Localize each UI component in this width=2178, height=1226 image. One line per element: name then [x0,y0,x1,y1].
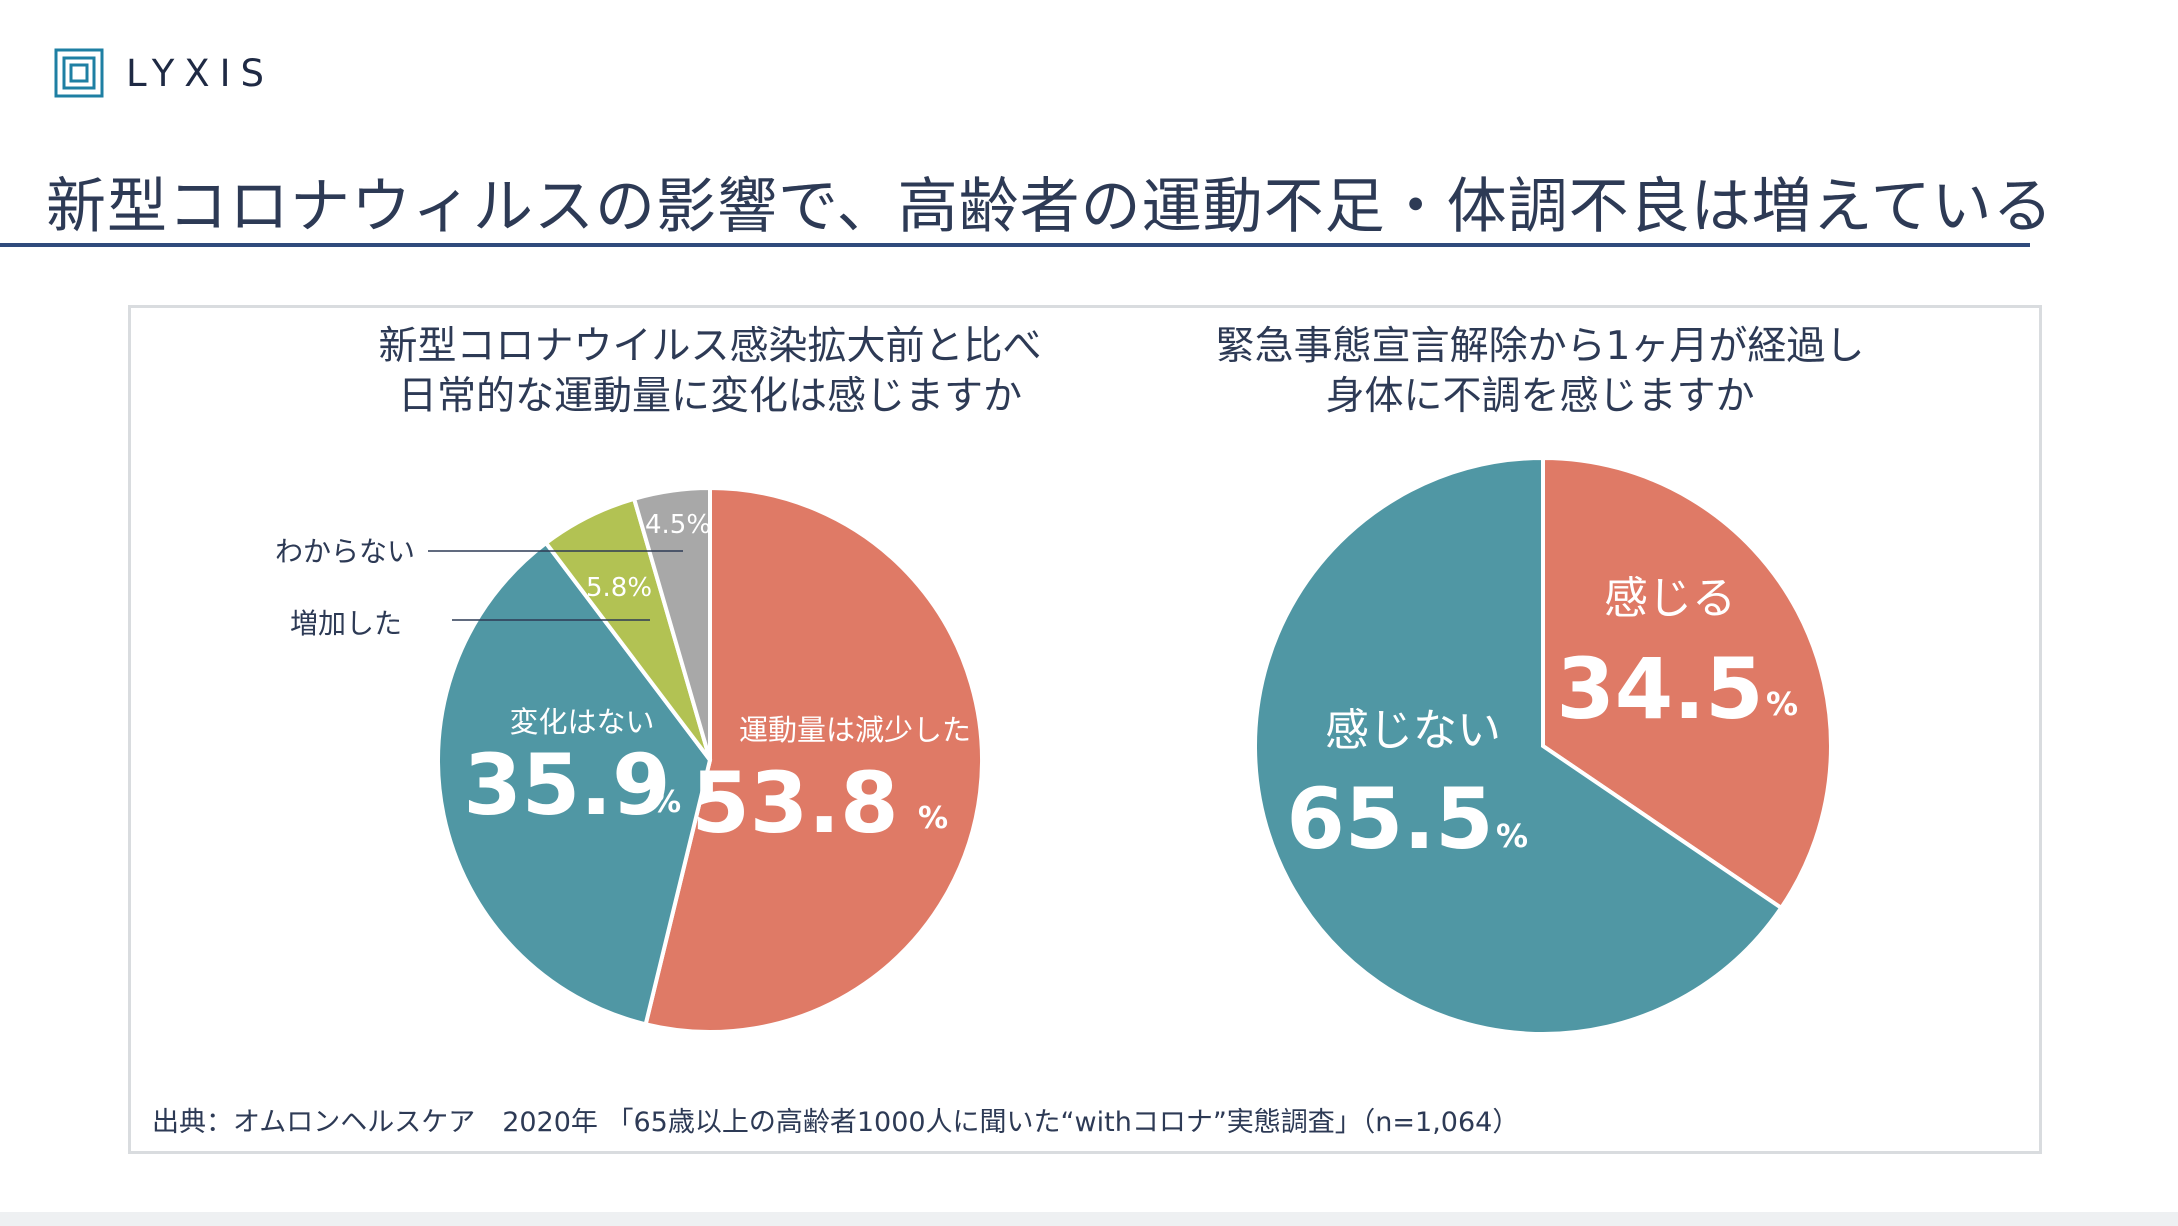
brand-logo: LYXIS [54,48,274,98]
source-note: 出典：オムロンヘルスケア 2020年 「65歳以上の高齢者1000人に聞いた“w… [152,1107,1520,1138]
left-value-unknown: 4.5% [645,510,711,540]
page-title: 新型コロナウィルスの影響で、高齢者の運動不足・体調不良は増えている [46,172,2054,242]
right-unit-feel: % [1766,685,1798,723]
left-slice-no-change [436,540,713,1027]
right-value-not-feel: 65.5 [1286,770,1493,868]
left-unit-decreased: % [918,801,948,836]
left-slice-unknown [631,485,712,761]
title-divider [0,243,2030,247]
left-outside-label-unknown: わからない [275,535,415,568]
left-unit-no-change: % [651,785,681,820]
right-chart-title: 緊急事態宣言解除から1ヶ月が経過し 身体に不調を感じますか [1120,322,1960,422]
left-label-decreased: 運動量は減少した [739,713,971,747]
left-slice-decreased [643,485,985,1034]
right-value-feel: 34.5 [1556,640,1763,738]
brand-name: LYXIS [126,51,275,95]
left-chart-title: 新型コロナウイルス感染拡大前と比べ 日常的な運動量に変化は感じますか [300,322,1120,422]
lyxis-logo-icon [54,48,104,98]
left-value-increased: 5.8% [586,573,652,603]
right-chart-title-line-2: 身体に不調を感じますか [1325,374,1755,419]
right-unit-not-feel: % [1496,817,1528,855]
left-value-decreased: 53.8 [691,754,898,852]
left-chart-title-line-1: 新型コロナウイルス感染拡大前と比べ [378,324,1042,369]
left-value-no-change: 35.9 [463,736,670,834]
left-outside-label-increased: 増加した [290,607,402,640]
right-slice-not-feel [1253,455,1784,1036]
right-label-feel: 感じる [1604,573,1736,624]
right-slice-feel [1541,455,1833,911]
bottom-strip [0,1212,2178,1226]
left-label-no-change: 変化はない [509,705,654,739]
right-label-not-feel: 感じない [1325,705,1501,756]
left-chart-title-line-2: 日常的な運動量に変化は感じますか [397,374,1022,419]
right-chart-title-line-1: 緊急事態宣言解除から1ヶ月が経過し [1215,324,1865,369]
